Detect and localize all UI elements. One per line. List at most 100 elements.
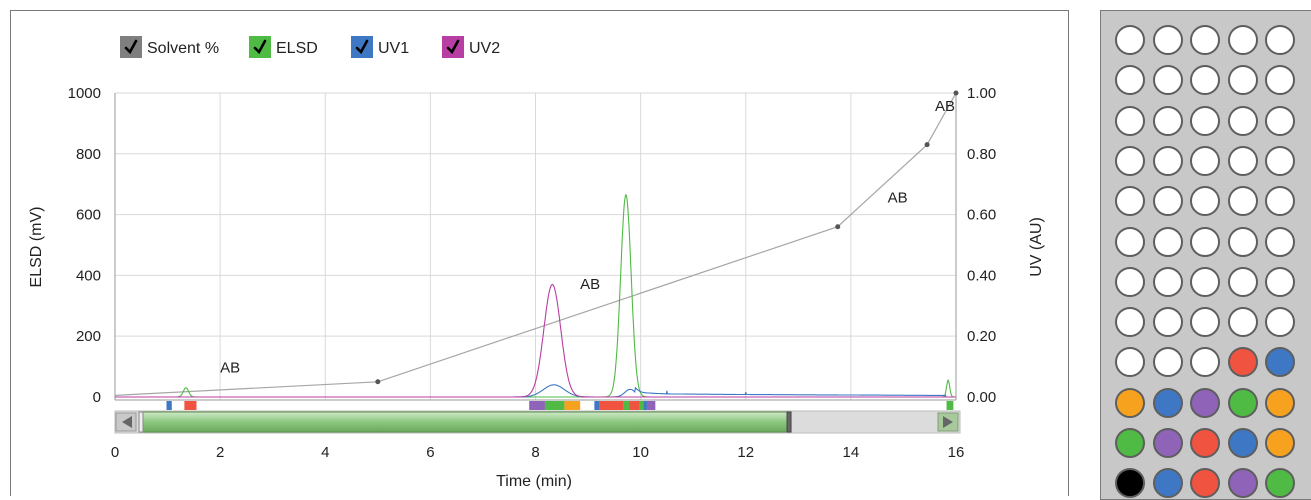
tray-well[interactable] bbox=[1115, 226, 1145, 257]
tray-well[interactable] bbox=[1115, 105, 1145, 136]
tray-well[interactable] bbox=[1190, 468, 1220, 499]
x-tick-label: 14 bbox=[843, 444, 860, 461]
legend-item-uv2[interactable]: UV2 bbox=[442, 36, 500, 58]
tray-well[interactable] bbox=[1152, 307, 1183, 338]
tray-well[interactable] bbox=[1190, 347, 1220, 378]
right-axis-title: UV (AU) bbox=[1028, 217, 1045, 277]
left-tick-label: 800 bbox=[76, 146, 101, 163]
tray-well[interactable] bbox=[1115, 468, 1145, 499]
range-end-handle[interactable] bbox=[786, 411, 792, 433]
uv2-trace bbox=[115, 283, 956, 398]
tray-well[interactable] bbox=[1152, 387, 1183, 418]
tray-well[interactable] bbox=[1227, 468, 1258, 499]
tray-well[interactable] bbox=[1152, 226, 1183, 257]
tray-well[interactable] bbox=[1227, 347, 1258, 378]
legend-item-elsd[interactable]: ELSD bbox=[249, 36, 318, 58]
solvent-marker bbox=[375, 379, 381, 385]
legend-swatch-uv1[interactable] bbox=[351, 36, 373, 58]
tray-well[interactable] bbox=[1115, 65, 1145, 96]
fraction-marker bbox=[594, 401, 600, 410]
tray-well[interactable] bbox=[1265, 105, 1295, 136]
checkmark-icon bbox=[355, 39, 369, 55]
tray-well[interactable] bbox=[1265, 387, 1295, 418]
tray-well[interactable] bbox=[1190, 145, 1220, 176]
x-tick-label: 6 bbox=[426, 444, 434, 461]
tray-well[interactable] bbox=[1227, 65, 1258, 96]
legend-item-solvent[interactable]: Solvent % bbox=[120, 36, 219, 58]
tray-well[interactable] bbox=[1190, 186, 1220, 217]
tray-well[interactable] bbox=[1227, 266, 1258, 297]
tray-well[interactable] bbox=[1115, 307, 1145, 338]
fraction-marker bbox=[544, 401, 565, 410]
tray-well[interactable] bbox=[1227, 25, 1258, 55]
left-tick-label: 0 bbox=[93, 389, 101, 406]
fraction-tray bbox=[1100, 10, 1311, 500]
tray-well[interactable] bbox=[1190, 387, 1220, 418]
peak-annotation: AB bbox=[935, 98, 955, 115]
tray-well[interactable] bbox=[1265, 428, 1295, 458]
x-tick-label: 12 bbox=[737, 444, 754, 461]
range-window[interactable] bbox=[138, 411, 791, 433]
legend-label-elsd: ELSD bbox=[276, 40, 318, 57]
tray-well[interactable] bbox=[1265, 266, 1295, 297]
tray-well[interactable] bbox=[1115, 387, 1145, 418]
fraction-marker bbox=[564, 401, 581, 410]
fraction-marker bbox=[166, 401, 172, 410]
tray-well[interactable] bbox=[1227, 226, 1258, 257]
tray-well[interactable] bbox=[1115, 266, 1145, 297]
tray-well[interactable] bbox=[1115, 186, 1145, 217]
tray-well[interactable] bbox=[1227, 387, 1258, 418]
legend-swatch-elsd[interactable] bbox=[249, 36, 271, 58]
tray-well[interactable] bbox=[1265, 468, 1295, 499]
tray-well[interactable] bbox=[1265, 145, 1295, 176]
tray-well[interactable] bbox=[1265, 25, 1295, 55]
tray-well[interactable] bbox=[1227, 105, 1258, 136]
tray-well[interactable] bbox=[1190, 428, 1220, 458]
tray-well[interactable] bbox=[1227, 428, 1258, 458]
tray-well[interactable] bbox=[1227, 145, 1258, 176]
left-tick-label: 600 bbox=[76, 207, 101, 224]
tray-well[interactable] bbox=[1152, 266, 1183, 297]
tray-well[interactable] bbox=[1152, 428, 1183, 458]
tray-well[interactable] bbox=[1190, 226, 1220, 257]
tray-well[interactable] bbox=[1152, 65, 1183, 96]
legend-swatch-uv2[interactable] bbox=[442, 36, 464, 58]
tray-well[interactable] bbox=[1152, 468, 1183, 499]
x-axis-title: Time (min) bbox=[496, 473, 572, 490]
tray-well[interactable] bbox=[1265, 347, 1295, 378]
range-start-handle[interactable] bbox=[138, 411, 144, 433]
left-tick-label: 1000 bbox=[68, 85, 101, 102]
legend-item-uv1[interactable]: UV1 bbox=[351, 36, 409, 58]
solvent-marker bbox=[924, 142, 930, 148]
right-arrow-icon bbox=[943, 416, 953, 428]
tray-well[interactable] bbox=[1190, 65, 1220, 96]
left-tick-label: 400 bbox=[76, 267, 101, 284]
tray-well[interactable] bbox=[1265, 307, 1295, 338]
tray-well[interactable] bbox=[1115, 25, 1145, 55]
left-axis-title: ELSD (mV) bbox=[28, 207, 45, 288]
tray-well[interactable] bbox=[1265, 65, 1295, 96]
peak-annotation: AB bbox=[220, 360, 240, 377]
x-tick-label: 2 bbox=[216, 444, 224, 461]
tray-well[interactable] bbox=[1190, 266, 1220, 297]
tray-well[interactable] bbox=[1152, 186, 1183, 217]
tray-well[interactable] bbox=[1152, 105, 1183, 136]
tray-well[interactable] bbox=[1265, 226, 1295, 257]
tray-well[interactable] bbox=[1190, 307, 1220, 338]
tray-well[interactable] bbox=[1190, 105, 1220, 136]
tray-well[interactable] bbox=[1115, 428, 1145, 458]
tray-well[interactable] bbox=[1152, 145, 1183, 176]
tray-well[interactable] bbox=[1190, 25, 1220, 55]
checkmark-icon bbox=[253, 39, 267, 55]
tray-well[interactable] bbox=[1152, 25, 1183, 55]
tray-well[interactable] bbox=[1227, 186, 1258, 217]
tray-well[interactable] bbox=[1152, 347, 1183, 378]
legend-swatch-solvent[interactable] bbox=[120, 36, 142, 58]
tray-well[interactable] bbox=[1115, 145, 1145, 176]
tray-well[interactable] bbox=[1115, 347, 1145, 378]
tray-well[interactable] bbox=[1227, 307, 1258, 338]
checkmark-icon bbox=[124, 39, 138, 55]
tray-well[interactable] bbox=[1265, 186, 1295, 217]
left-arrow-icon bbox=[122, 416, 132, 428]
fraction-marker bbox=[946, 401, 954, 410]
